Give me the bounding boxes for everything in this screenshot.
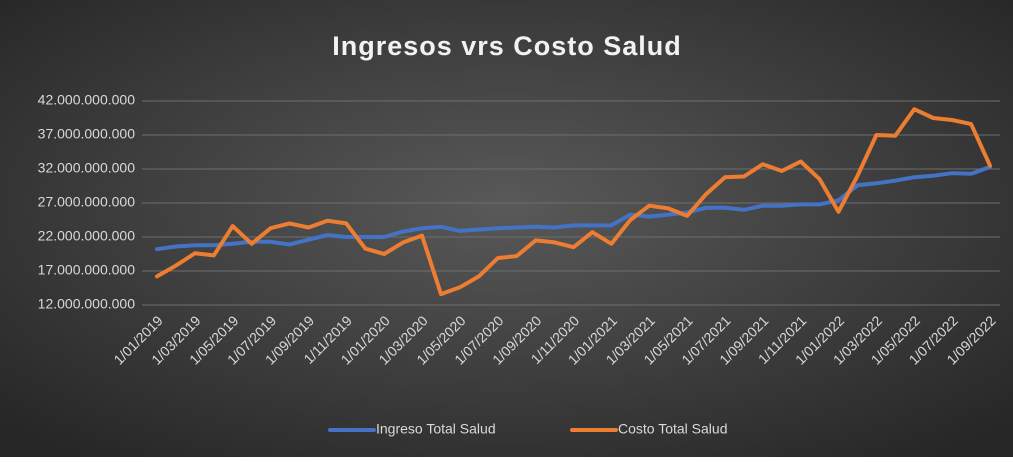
y-tick-label: 12.000.000.000: [38, 296, 136, 312]
legend-label: Costo Total Salud: [618, 421, 727, 437]
y-tick-label: 27.000.000.000: [38, 194, 136, 210]
y-tick-label: 22.000.000.000: [38, 228, 136, 244]
y-tick-label: 37.000.000.000: [38, 126, 136, 142]
legend-label: Ingreso Total Salud: [376, 421, 496, 437]
y-tick-label: 42.000.000.000: [38, 92, 136, 108]
y-tick-label: 17.000.000.000: [38, 262, 136, 278]
chart-title: Ingresos vrs Costo Salud: [332, 31, 682, 61]
y-tick-label: 32.000.000.000: [38, 160, 136, 176]
data-line: [155, 107, 992, 297]
